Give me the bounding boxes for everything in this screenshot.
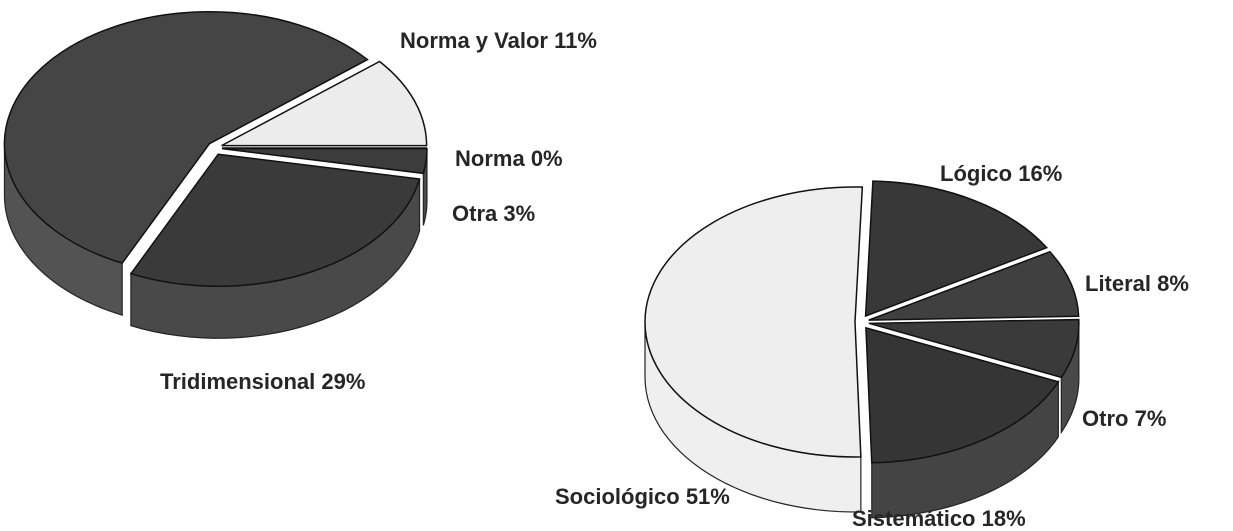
slice-category: Sociológico <box>555 484 680 509</box>
slice-value-label: 29% <box>321 369 365 394</box>
slice-category: Norma y Valor <box>400 28 548 53</box>
slice <box>868 250 1080 321</box>
slice <box>868 318 1080 379</box>
pie-tops <box>644 180 1080 464</box>
slice-label: Norma 0% <box>455 146 563 171</box>
slice-category: Lógico <box>940 161 1012 186</box>
slice-category: Literal <box>1085 271 1151 296</box>
slice <box>221 60 428 147</box>
pie-tops <box>3 10 428 287</box>
slice <box>864 180 1049 318</box>
slice-category: Otra <box>452 201 498 226</box>
slice-value-label: 3% <box>503 201 535 226</box>
slice-label: Norma y Valor 11% <box>400 28 597 53</box>
slice-value-label: 18% <box>982 506 1026 531</box>
slice-label: Otro 7% <box>1082 406 1166 431</box>
slice-label: Tridimensional 29% <box>160 369 365 394</box>
slice-label: Lógico 16% <box>940 161 1062 186</box>
slice <box>129 153 421 287</box>
slice-label: Sistemático 18% <box>852 506 1026 531</box>
slice-value-label: 11% <box>554 28 597 53</box>
slice-value-label: 51% <box>686 484 730 509</box>
slice-category: Norma <box>455 146 525 171</box>
slice-value-label: 7% <box>1135 406 1167 431</box>
slice <box>221 147 428 175</box>
slice-category: Sistemático <box>852 506 976 531</box>
slice-category: Otro <box>1082 406 1128 431</box>
slice-label: Literal 8% <box>1085 271 1189 296</box>
slice-label: Sociológico 51% <box>555 484 730 509</box>
slice <box>865 326 1060 464</box>
slice-label: Otra 3% <box>452 201 535 226</box>
slice-category: Tridimensional <box>160 369 315 394</box>
slice-value-label: 8% <box>1157 271 1189 296</box>
slice <box>644 186 864 458</box>
slice-value-label: 0% <box>531 146 563 171</box>
slice <box>3 10 369 265</box>
slice-value-label: 16% <box>1018 161 1062 186</box>
